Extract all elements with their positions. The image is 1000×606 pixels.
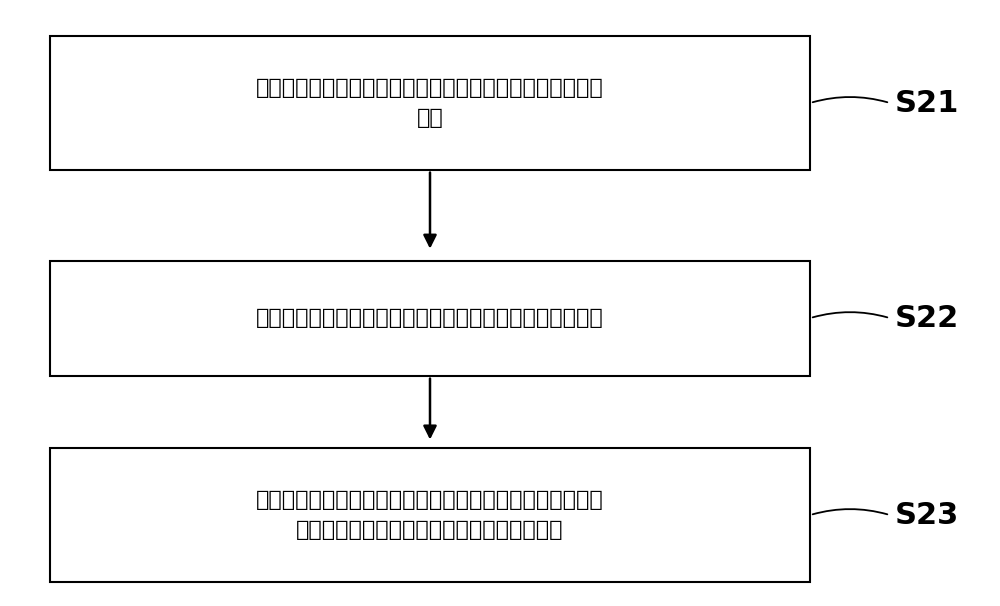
Text: S23: S23	[895, 501, 959, 530]
Text: 将所述至少两路相同的同轴视频信号对应输出到至少两个电
子设备，以供各所述电子设备予以展示或录制: 将所述至少两路相同的同轴视频信号对应输出到至少两个电 子设备，以供各所述电子设备…	[256, 490, 604, 540]
FancyBboxPatch shape	[50, 448, 810, 582]
FancyBboxPatch shape	[50, 36, 810, 170]
Text: 将所述单路同轴视频信号分成至少两路相同的同轴视频信号: 将所述单路同轴视频信号分成至少两路相同的同轴视频信号	[256, 308, 604, 328]
FancyBboxPatch shape	[50, 261, 810, 376]
Text: S21: S21	[895, 88, 959, 118]
Text: S22: S22	[895, 304, 959, 333]
Text: 获取辅助驾驶控制器或辅助驾驶摄像头输出的单路同轴视频
信号: 获取辅助驾驶控制器或辅助驾驶摄像头输出的单路同轴视频 信号	[256, 78, 604, 128]
